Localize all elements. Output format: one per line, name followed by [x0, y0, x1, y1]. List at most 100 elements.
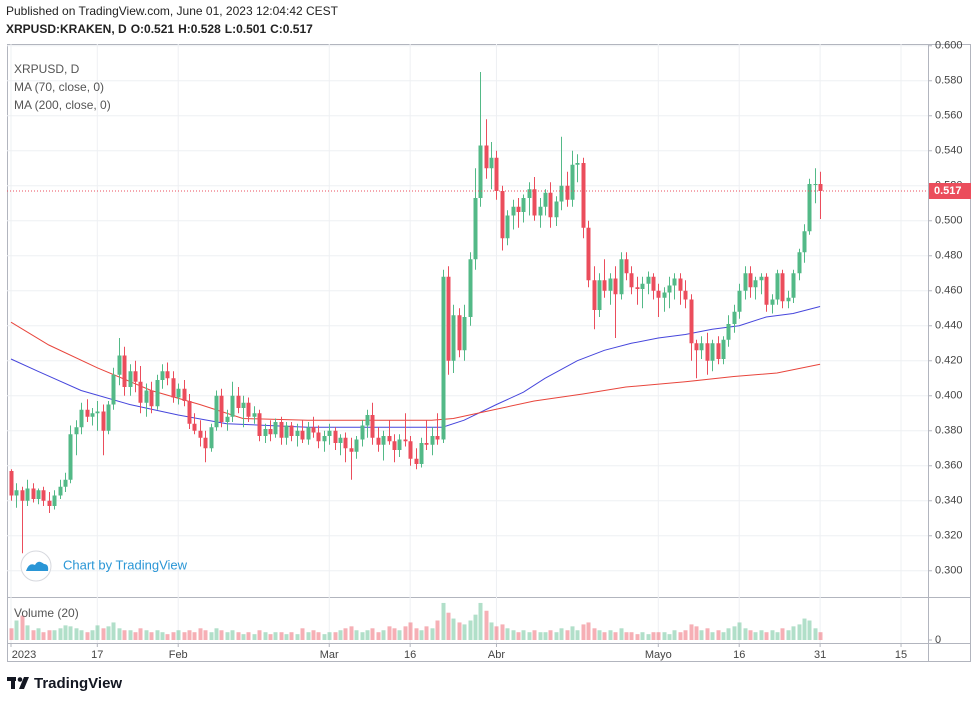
candle-body [219, 395, 224, 422]
volume-bar [397, 630, 402, 640]
volume-bar [144, 630, 149, 640]
candle-body [187, 401, 192, 424]
candle-body [775, 273, 780, 300]
candle-body [198, 430, 203, 438]
volume-bar [268, 634, 273, 640]
x-tick-label: 15 [895, 649, 907, 661]
candle-body [672, 278, 677, 286]
volume-bar [241, 634, 246, 640]
candle-body [624, 259, 629, 274]
candle-body [316, 432, 321, 442]
candle-body [797, 252, 802, 274]
candle-body [635, 287, 640, 289]
volume-bar [289, 632, 294, 640]
candle-body [753, 280, 758, 288]
volume-bar [327, 632, 332, 640]
candle-body [263, 429, 268, 436]
volume-bar [575, 630, 580, 640]
volume-bar [95, 625, 100, 640]
candle-body [435, 436, 440, 440]
volume-bar [770, 630, 775, 640]
volume-bar [79, 630, 84, 640]
volume-bar [106, 626, 111, 640]
candle-body [699, 343, 704, 351]
ohlc-value: 0.501 [236, 22, 266, 36]
candle-body [111, 374, 116, 405]
candle-body [403, 439, 408, 442]
candle-body [559, 185, 564, 202]
moving-average [10, 306, 821, 428]
y-tick-label: 0.400 [935, 390, 963, 402]
volume-bar [554, 632, 559, 640]
volume-bar [527, 632, 532, 640]
candle-body [349, 448, 354, 452]
last-price-label: 0.517 [934, 185, 962, 197]
volume-bar [365, 630, 370, 640]
candle-body [95, 411, 100, 414]
volume-bar [505, 628, 510, 640]
volume-bar [478, 602, 483, 640]
volume-bar [138, 628, 143, 640]
y-tick-label: 0.320 [935, 530, 963, 542]
candle-body [473, 198, 478, 260]
candle-body [284, 425, 289, 438]
volume-bar [699, 630, 704, 640]
ma-legend: MA (70, close, 0) [14, 80, 104, 94]
volume-bar [538, 632, 543, 640]
volume-bar [780, 628, 785, 640]
volume-bar [36, 628, 41, 640]
volume-bar [333, 632, 338, 640]
x-tick-label: 16 [733, 649, 745, 661]
volume-bar [651, 632, 656, 640]
candle-body [155, 380, 160, 407]
candle-body [133, 371, 138, 382]
grid [7, 44, 932, 647]
candle-body [737, 290, 742, 312]
volume-bar [101, 628, 106, 640]
volume-bar [662, 632, 667, 640]
x-tick-label: 17 [91, 649, 103, 661]
volume-bar [306, 632, 311, 640]
candle-body [138, 381, 143, 403]
candle-body [289, 425, 294, 436]
candle-body [592, 280, 597, 310]
volume-bar [414, 628, 419, 640]
x-tick-label: 16 [404, 649, 416, 661]
candle-body [732, 311, 737, 324]
volume-bar [176, 630, 181, 640]
candle-body [748, 273, 753, 288]
candle-body [791, 273, 796, 298]
candle-body [171, 378, 176, 398]
candle-body [543, 192, 548, 207]
x-tick-label: Mar [320, 649, 339, 661]
x-tick-label: 31 [814, 649, 826, 661]
volume-bar [338, 630, 343, 640]
volume-bar [581, 624, 586, 640]
volume-bar [797, 624, 802, 640]
volume-bar [155, 630, 160, 640]
candle-body [79, 409, 84, 428]
volume-bar [252, 634, 257, 640]
volume-bar [63, 625, 68, 640]
volume-bar [192, 632, 197, 640]
candle-body [25, 488, 30, 501]
volume-bar [165, 634, 170, 640]
y-tick-label: 0.380 [935, 425, 963, 437]
candle-body [106, 404, 111, 431]
volume-bar [710, 632, 715, 640]
volume-bar [629, 632, 634, 640]
candle-body [343, 437, 348, 449]
candle-body [176, 388, 181, 398]
candle-body [300, 430, 305, 440]
ohlc-key: H: [178, 22, 191, 36]
candle-body [478, 145, 483, 198]
volume-bar [511, 630, 516, 640]
volume-bar [468, 620, 473, 640]
logo-part [11, 677, 15, 689]
candle-body [651, 276, 656, 291]
volume-bar [230, 630, 235, 640]
candle-body [376, 437, 381, 445]
candle-body [370, 415, 375, 438]
volume-bar [764, 632, 769, 640]
volume-bar [807, 620, 812, 640]
